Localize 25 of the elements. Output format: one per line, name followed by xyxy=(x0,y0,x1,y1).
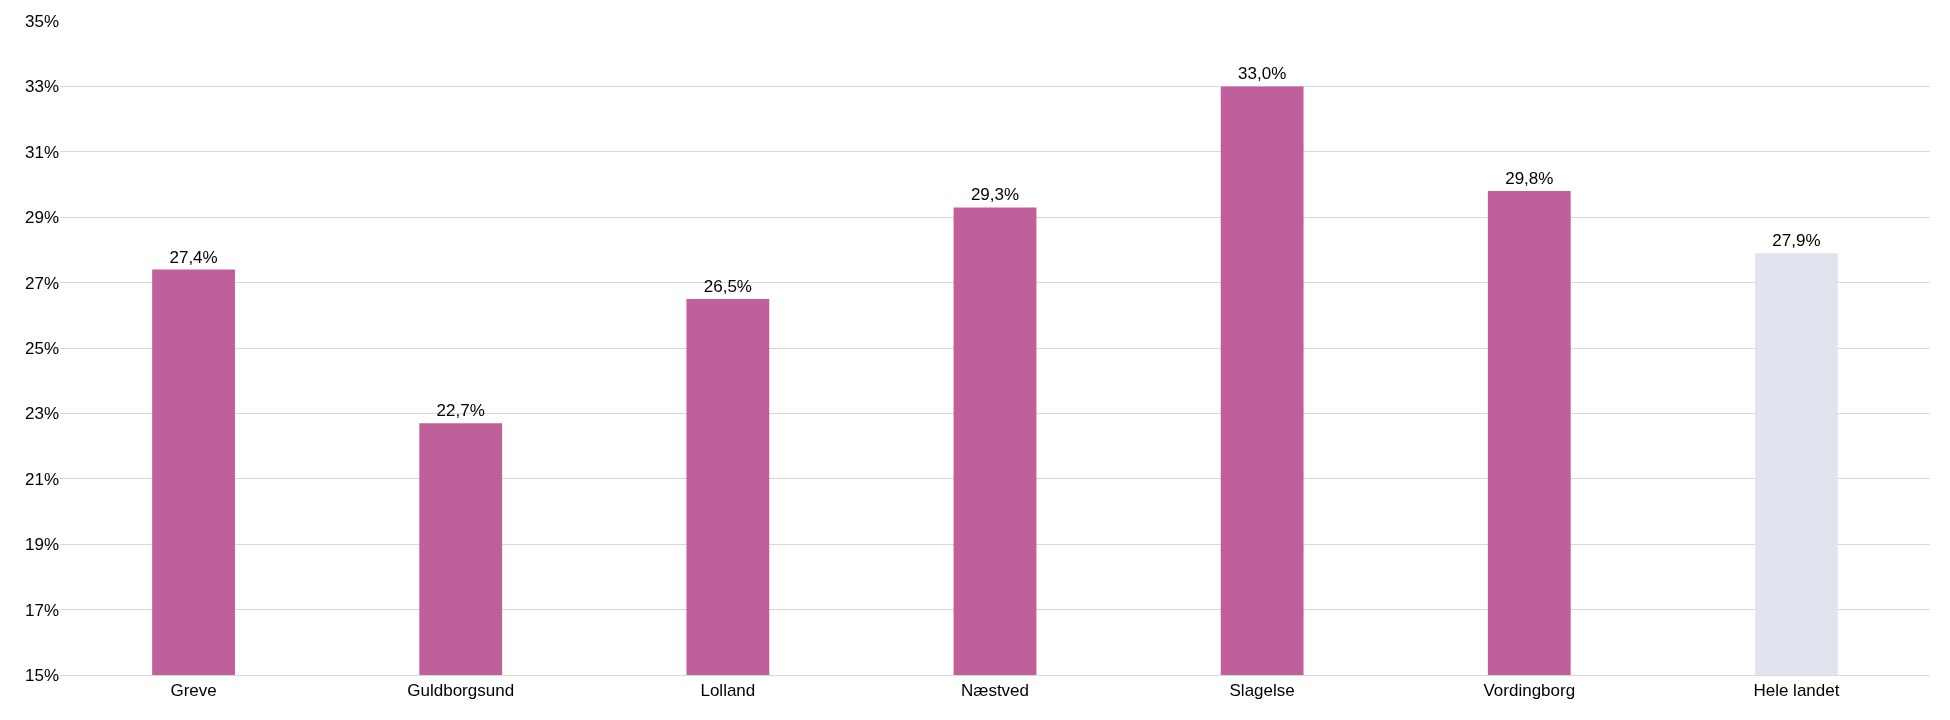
data-label: 29,3% xyxy=(970,185,1020,205)
y-tick-label: 31% xyxy=(24,142,59,162)
y-tick-label: 17% xyxy=(24,600,59,620)
x-tick-label: Greve xyxy=(170,681,217,701)
data-label: 26,5% xyxy=(703,276,752,296)
y-tick-label: 15% xyxy=(24,665,59,685)
x-tick-label: Vordingborg xyxy=(1483,681,1576,701)
y-tick-label: 25% xyxy=(24,338,59,358)
x-tick-label: Guldborgsund xyxy=(407,681,515,701)
y-tick-label: 29% xyxy=(24,208,59,228)
y-tick-label: 27% xyxy=(24,273,59,293)
data-label: 29,8% xyxy=(1505,169,1554,189)
data-label: 27,9% xyxy=(1772,231,1821,251)
x-tick-label: Lolland xyxy=(700,681,756,701)
data-label: 33,0% xyxy=(1238,64,1287,84)
y-tick-label: 35% xyxy=(24,11,59,31)
x-tick-label: Slagelse xyxy=(1229,681,1295,701)
x-tick-label: Næstved xyxy=(960,681,1030,701)
y-tick-label: 33% xyxy=(24,77,59,97)
data-label: 27,4% xyxy=(169,247,218,267)
y-tick-label: 21% xyxy=(24,469,59,489)
y-tick-label: 23% xyxy=(24,404,59,424)
x-tick-label: Hele landet xyxy=(1753,681,1840,701)
y-tick-label: 19% xyxy=(24,535,59,555)
data-label: 22,7% xyxy=(436,401,485,421)
